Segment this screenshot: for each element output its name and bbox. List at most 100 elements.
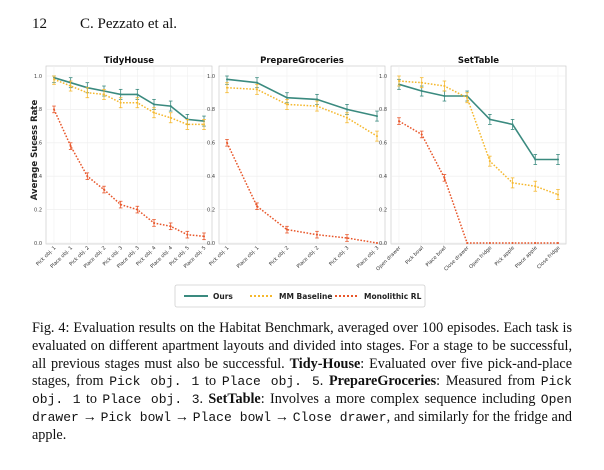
series-line-mono bbox=[53, 109, 205, 238]
data-point-mono bbox=[443, 176, 446, 179]
data-point-mm bbox=[466, 96, 469, 99]
data-point-mm bbox=[286, 103, 288, 106]
y-tick-label: 0.8 bbox=[379, 107, 387, 113]
y-tick-label: 0.2 bbox=[379, 207, 387, 213]
data-point-mono bbox=[286, 228, 288, 231]
x-tick-label: Pick bowl bbox=[404, 245, 425, 266]
data-point-mm bbox=[316, 105, 318, 108]
data-point-mm bbox=[153, 111, 155, 114]
data-point-mono bbox=[256, 205, 258, 208]
data-point-mm bbox=[420, 81, 423, 84]
data-point-mono bbox=[169, 225, 172, 228]
data-point-mono bbox=[346, 236, 348, 239]
x-tick-label: Place obj. 2 bbox=[296, 245, 321, 270]
data-point-mm bbox=[488, 160, 491, 163]
plot-frame bbox=[218, 65, 386, 245]
data-point-ours bbox=[420, 90, 423, 93]
data-point-mm bbox=[203, 123, 205, 126]
series-line-mm bbox=[398, 80, 559, 196]
data-point-mm bbox=[53, 78, 55, 81]
data-point-mm bbox=[376, 135, 378, 138]
data-point-mono bbox=[86, 175, 89, 178]
data-point-mm bbox=[119, 101, 122, 104]
data-point-ours bbox=[226, 78, 228, 81]
data-point-mm bbox=[511, 181, 514, 184]
series-line-mono bbox=[226, 142, 378, 244]
data-point-ours bbox=[443, 95, 446, 98]
page-number: 12 bbox=[32, 16, 47, 32]
y-tick-label: 0.4 bbox=[207, 174, 215, 180]
series-line-ours bbox=[226, 78, 378, 117]
data-point-ours bbox=[256, 81, 258, 84]
data-point-mm bbox=[346, 116, 348, 119]
data-point-ours bbox=[346, 108, 348, 111]
data-point-ours bbox=[286, 96, 288, 99]
x-tick-label: Pick obj. 1 bbox=[208, 245, 230, 267]
series-line-ours bbox=[398, 83, 558, 161]
series-line-ours bbox=[53, 76, 205, 122]
data-point-mono bbox=[420, 133, 423, 136]
data-point-mono bbox=[203, 235, 205, 238]
data-point-mono bbox=[466, 242, 469, 244]
data-point-mm bbox=[398, 80, 400, 83]
y-tick-label: 0.4 bbox=[34, 174, 42, 180]
data-point-mono bbox=[488, 242, 491, 244]
data-point-ours bbox=[169, 105, 172, 108]
y-tick-label: 1.0 bbox=[207, 74, 215, 80]
figure-caption: Fig. 4: Evaluation results on the Habita… bbox=[32, 320, 573, 443]
data-point-mm bbox=[136, 101, 139, 104]
x-tick-label: Place obj. 1 bbox=[236, 245, 261, 270]
data-point-ours bbox=[153, 103, 155, 106]
data-point-mono bbox=[534, 242, 537, 244]
y-tick-label: 1.0 bbox=[34, 74, 42, 80]
y-tick-label: 0.2 bbox=[34, 207, 42, 213]
data-point-mono bbox=[398, 120, 400, 123]
data-point-mono bbox=[103, 188, 105, 191]
plot-frame bbox=[45, 65, 213, 245]
legend-label-ours: Ours bbox=[213, 292, 233, 301]
data-point-mono bbox=[69, 145, 72, 148]
chart-title: PrepareGroceries bbox=[260, 56, 344, 66]
x-tick-label: Pick obj. 2 bbox=[268, 245, 290, 267]
data-point-mm bbox=[256, 88, 258, 91]
y-tick-label: 0.0 bbox=[207, 241, 215, 247]
y-tick-label: 0.0 bbox=[34, 241, 42, 247]
data-point-ours bbox=[119, 93, 122, 96]
data-point-ours bbox=[316, 98, 318, 101]
data-point-mono bbox=[53, 108, 55, 111]
data-point-ours bbox=[557, 158, 559, 161]
legend-label-mono: Monolithic RL bbox=[364, 292, 422, 301]
running-head: C. Pezzato et al. bbox=[80, 16, 178, 32]
data-point-mono bbox=[226, 141, 228, 144]
data-point-ours bbox=[136, 93, 139, 96]
data-point-mono bbox=[316, 233, 318, 236]
y-tick-label: 0.6 bbox=[34, 141, 42, 147]
chart-panel-preparegroceries: PrepareGroceries 0.0 0.2 0.4 0.6 0.8 1.0 Pick o… bbox=[207, 56, 386, 270]
y-axis-label: Average Sucess Rate bbox=[30, 100, 40, 201]
y-tick-label: 0.6 bbox=[207, 141, 215, 147]
chart-title: SetTable bbox=[458, 56, 499, 66]
legend-frame bbox=[174, 284, 426, 308]
data-point-mono bbox=[136, 208, 139, 211]
x-tick-label: Pick obj. 3 bbox=[328, 245, 350, 267]
data-point-ours bbox=[488, 118, 491, 121]
series-line-mono bbox=[398, 120, 558, 244]
data-point-mm bbox=[186, 123, 189, 126]
x-tick-label: Place bowl bbox=[425, 245, 448, 268]
data-point-mm bbox=[557, 193, 559, 196]
y-tick-label: 0.8 bbox=[207, 107, 215, 113]
data-point-mono bbox=[119, 203, 122, 206]
x-tick-label: Close fridge bbox=[536, 245, 561, 270]
x-tick-label: Open fridge bbox=[468, 245, 493, 270]
y-tick-label: 1.0 bbox=[379, 74, 387, 80]
data-point-mono bbox=[153, 221, 155, 224]
data-point-mm bbox=[534, 185, 537, 188]
data-point-mono bbox=[557, 242, 559, 244]
data-point-ours bbox=[376, 115, 378, 118]
legend-label-mm: MM Baseline bbox=[279, 292, 332, 301]
x-tick-label: Pick apple bbox=[494, 245, 516, 267]
data-point-mono bbox=[186, 233, 189, 236]
x-tick-label: Close drawer bbox=[443, 245, 471, 273]
plot-frame bbox=[390, 65, 567, 245]
